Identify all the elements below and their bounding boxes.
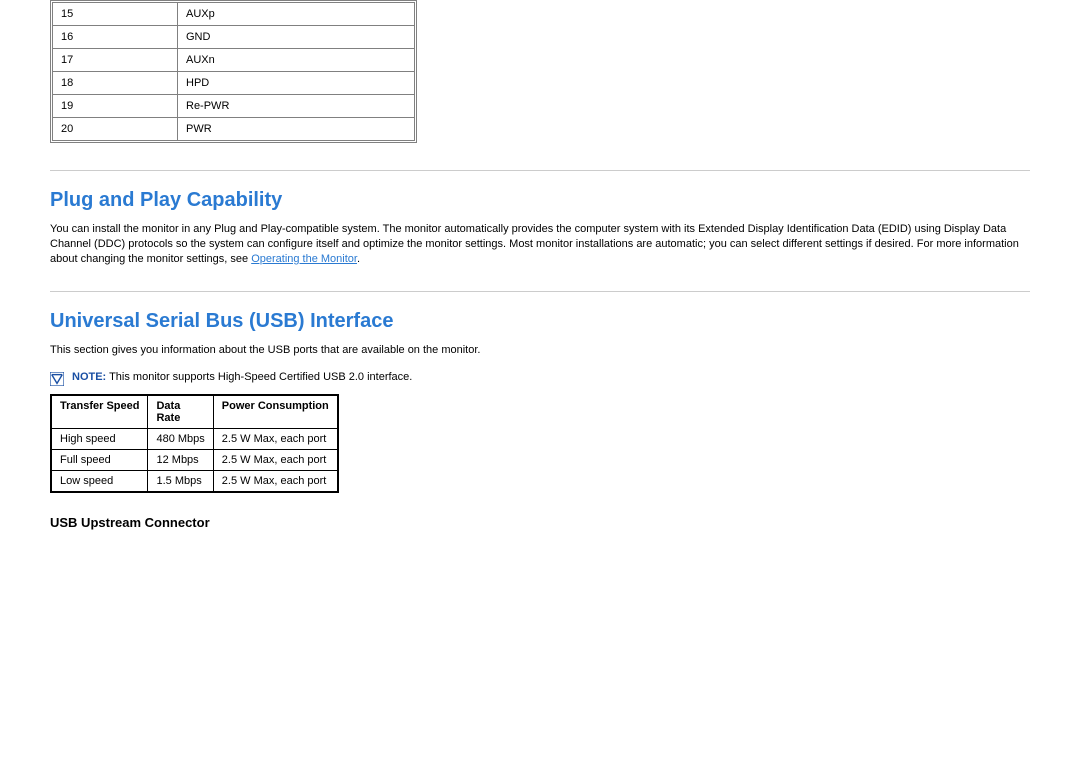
usb-row: Low speed1.5 Mbps2.5 W Max, each port (51, 471, 338, 493)
pin-assignment-table: 15AUXp16GND17AUXn18HPD19Re-PWR20PWR (50, 0, 417, 143)
note-icon (50, 372, 64, 386)
plug-and-play-heading: Plug and Play Capability (50, 189, 1030, 212)
usb-col-header: Transfer Speed (51, 395, 148, 429)
plug-and-play-body: You can install the monitor in any Plug … (50, 222, 1030, 267)
plug-and-play-text-after: . (357, 253, 360, 265)
section-divider (50, 170, 1030, 171)
pin-row: 19Re-PWR (53, 95, 414, 118)
usb-col-header: Data Rate (148, 395, 213, 429)
usb-cell: High speed (51, 429, 148, 450)
note-label: NOTE: (72, 371, 106, 383)
usb-interface-heading: Universal Serial Bus (USB) Interface (50, 310, 1030, 333)
pin-number: 18 (53, 72, 178, 95)
usb-intro-text: This section gives you information about… (50, 343, 1030, 358)
usb-cell: 12 Mbps (148, 450, 213, 471)
usb-upstream-connector-heading: USB Upstream Connector (50, 515, 1030, 530)
usb-row: Full speed12 Mbps2.5 W Max, each port (51, 450, 338, 471)
pin-number: 16 (53, 26, 178, 49)
pin-row: 18HPD (53, 72, 414, 95)
pin-row: 16GND (53, 26, 414, 49)
usb-row: High speed480 Mbps2.5 W Max, each port (51, 429, 338, 450)
pin-label: PWR (178, 118, 415, 141)
usb-cell: 2.5 W Max, each port (213, 471, 337, 493)
pin-row: 15AUXp (53, 3, 414, 26)
plug-and-play-text-before: You can install the monitor in any Plug … (50, 223, 1019, 265)
usb-cell: Full speed (51, 450, 148, 471)
pin-number: 17 (53, 49, 178, 72)
pin-label: GND (178, 26, 415, 49)
usb-cell: 2.5 W Max, each port (213, 450, 337, 471)
usb-note-text: NOTE: This monitor supports High-Speed C… (72, 371, 412, 383)
usb-note: NOTE: This monitor supports High-Speed C… (50, 371, 1030, 386)
pin-number: 19 (53, 95, 178, 118)
usb-speed-table: Transfer SpeedData RatePower Consumption… (50, 394, 339, 493)
pin-number: 15 (53, 3, 178, 26)
usb-cell: 480 Mbps (148, 429, 213, 450)
usb-col-header: Power Consumption (213, 395, 337, 429)
usb-cell: 2.5 W Max, each port (213, 429, 337, 450)
note-body: This monitor supports High-Speed Certifi… (106, 371, 412, 383)
pin-label: HPD (178, 72, 415, 95)
usb-cell: Low speed (51, 471, 148, 493)
operating-the-monitor-link[interactable]: Operating the Monitor (251, 253, 357, 265)
usb-cell: 1.5 Mbps (148, 471, 213, 493)
pin-label: AUXn (178, 49, 415, 72)
pin-number: 20 (53, 118, 178, 141)
pin-row: 20PWR (53, 118, 414, 141)
pin-row: 17AUXn (53, 49, 414, 72)
pin-label: Re-PWR (178, 95, 415, 118)
pin-label: AUXp (178, 3, 415, 26)
section-divider (50, 291, 1030, 292)
